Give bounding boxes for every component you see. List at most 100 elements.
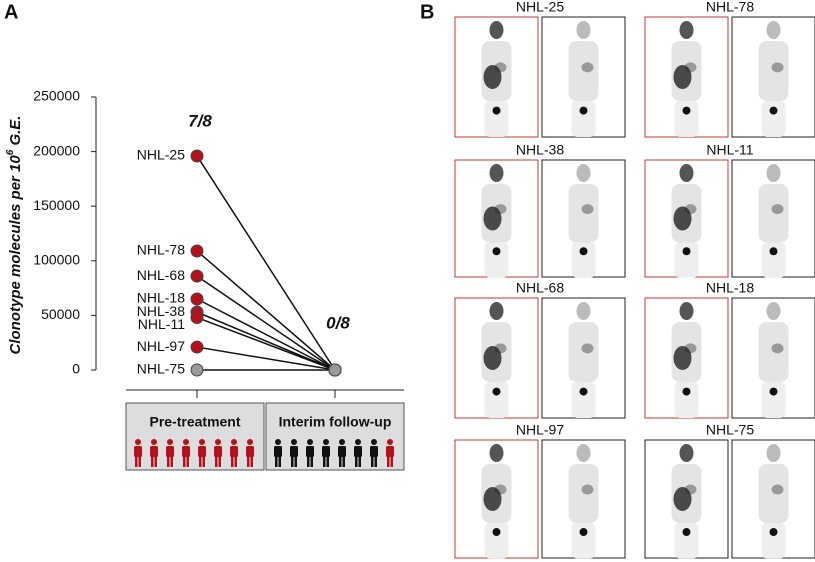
person-icon: [307, 439, 313, 445]
person-icon: [342, 456, 345, 467]
scan-body: [758, 464, 789, 523]
scan-legs: [571, 382, 596, 418]
person-icon: [202, 456, 205, 467]
scan-bladder: [492, 528, 501, 537]
pet-scan: [731, 159, 815, 278]
scan-head: [679, 164, 694, 182]
scan-legs: [761, 382, 786, 418]
scan-label: NHL-11: [706, 142, 753, 158]
scan-legs: [761, 523, 786, 559]
scan-organ: [771, 484, 784, 495]
y-tick-label: 50000: [41, 306, 80, 322]
scan-legs: [571, 242, 596, 278]
person-icon: [387, 439, 393, 445]
pre-point: [190, 292, 204, 306]
scan-head: [766, 302, 781, 320]
person-icon: [294, 456, 297, 467]
y-tick-label: 250000: [33, 88, 80, 104]
pre-point: [190, 311, 204, 325]
pet-scan: [454, 16, 539, 138]
pet-scan: [731, 16, 815, 138]
scan-legs: [484, 101, 509, 137]
person-icon: [167, 439, 173, 445]
scan-bladder: [492, 247, 501, 256]
pet-scan: [731, 439, 815, 559]
scan-lesion: [673, 206, 692, 231]
category-label: NHL-75: [137, 361, 185, 377]
slope-line: [196, 346, 336, 371]
person-icon: [166, 446, 174, 457]
person-icon: [355, 439, 361, 445]
scan-body: [568, 464, 599, 523]
pet-scan: [541, 439, 626, 559]
scan-label: NHL-78: [706, 0, 754, 15]
scan-lesion: [483, 65, 502, 89]
panel-label: A: [4, 1, 18, 23]
person-icon: [275, 439, 281, 445]
person-icon: [339, 456, 342, 467]
person-icon: [135, 456, 138, 467]
scan-legs: [761, 101, 786, 137]
slope-line: [196, 316, 336, 371]
person-icon: [326, 456, 329, 467]
person-icon: [167, 456, 170, 467]
scan-organ: [581, 343, 594, 354]
scan-legs: [484, 523, 509, 559]
group-box: [265, 402, 405, 471]
scan-bladder: [769, 528, 778, 537]
person-icon: [306, 446, 314, 457]
person-icon: [274, 446, 282, 457]
pet-scan: [644, 439, 729, 559]
pet-scan: [731, 297, 815, 419]
y-tick-label: 0: [72, 361, 80, 377]
scan-lesion: [673, 487, 692, 511]
scan-label: NHL-75: [706, 422, 754, 438]
person-icon: [339, 439, 345, 445]
person-icon: [138, 456, 141, 467]
scan-head: [489, 164, 504, 182]
person-icon: [150, 446, 158, 457]
scan-bladder: [492, 387, 501, 396]
person-icon: [186, 456, 189, 467]
person-icon: [370, 446, 378, 457]
scan-lesion: [673, 346, 692, 370]
person-icon: [278, 456, 281, 467]
person-icon: [215, 439, 221, 445]
person-icon: [170, 456, 173, 467]
scan-label: NHL-97: [516, 422, 564, 438]
pet-scan: [454, 159, 539, 278]
scan-bladder: [682, 106, 691, 115]
group-label: Interim follow-up: [279, 414, 392, 430]
scan-label: NHL-18: [706, 280, 754, 296]
category-label: NHL-68: [137, 267, 185, 283]
pre-point: [190, 269, 204, 283]
y-tick-label: 150000: [33, 197, 80, 213]
pet-scan: [541, 297, 626, 419]
person-icon: [182, 446, 190, 457]
person-icon: [355, 456, 358, 467]
person-icon: [234, 456, 237, 467]
scan-legs: [761, 242, 786, 278]
pet-scan: [644, 297, 729, 419]
scan-lesion: [483, 346, 502, 370]
person-icon: [390, 456, 393, 467]
scan-legs: [571, 523, 596, 559]
person-icon: [374, 456, 377, 467]
person-icon: [199, 456, 202, 467]
scan-bladder: [682, 247, 691, 256]
post-point: [328, 363, 342, 377]
person-icon: [250, 456, 253, 467]
person-icon: [310, 456, 313, 467]
pet-scan: [644, 16, 729, 138]
pet-scan: [644, 159, 729, 278]
person-icon: [247, 456, 250, 467]
scan-legs: [674, 101, 699, 137]
y-axis-label: Clonotype molecules per 106 G.E.: [5, 116, 24, 355]
person-icon: [247, 439, 253, 445]
scan-bladder: [579, 387, 588, 396]
person-icon: [246, 446, 254, 457]
person-icon: [231, 456, 234, 467]
y-tick-label: 200000: [33, 142, 80, 158]
scan-head: [766, 164, 781, 182]
